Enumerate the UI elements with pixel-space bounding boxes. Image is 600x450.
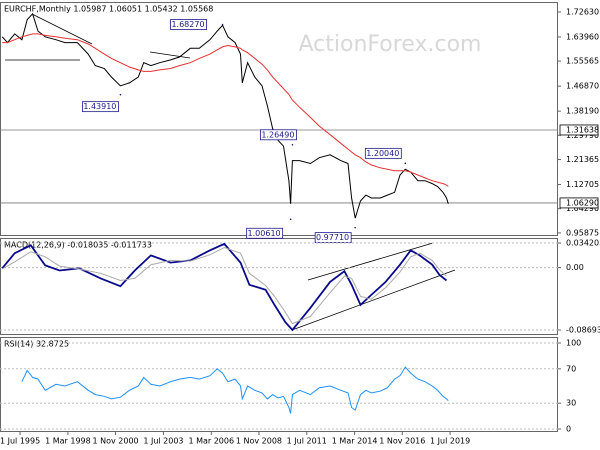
annotation-label: 1.26490 [261,130,294,139]
series-line [1,246,447,325]
y-tick-label: 1.21365 [566,155,599,164]
annotation-label: 1.43910 [83,102,116,111]
level-box [559,197,599,209]
y-tick-label: 100 [566,339,581,348]
annotation-point [119,93,122,96]
annotation-box [364,147,402,159]
annotation-box [260,129,297,141]
y-tick-label: 0.00 [566,263,584,272]
annotation-label: 1.20040 [366,149,399,158]
y-tick-label: 30 [566,399,576,408]
channel-line [307,242,434,281]
level-label: 1.06290 [566,198,599,207]
y-tick-label: 1.12705 [566,180,599,189]
y-tick-label: 1.55565 [566,57,599,66]
y-tick-label: 1.04290 [566,204,599,213]
y-tick-label: 1.46870 [566,82,599,91]
trend-line [31,13,93,45]
x-tick-label: 1 Jul 2019 [430,437,470,446]
level-label: 1.31638 [566,125,599,134]
x-tick-label: 1 Mar 2014 [332,437,378,446]
y-tick-label: 70 [566,364,576,373]
x-tick-label: 1 Nov 2000 [92,437,138,446]
panel-title: EURCHF,Monthly 1.05987 1.06051 1.05432 1… [4,5,213,14]
y-tick-label: 0.034203 [566,239,600,248]
annotation-box [82,101,119,113]
y-tick-label: 1.38190 [566,107,599,116]
annotation-label: 1.68270 [171,20,204,29]
y-tick-label: 1.72630 [566,7,599,16]
annotation-point [289,218,292,221]
y-tick-label: 0.95875 [566,228,599,237]
x-tick-label: 1 Jul 2011 [287,437,327,446]
annotation-point [221,23,224,26]
rsi-frame [0,337,558,432]
annotation-point [404,162,407,165]
x-tick-label: 1 Nov 2016 [379,437,425,446]
watermark: ActionForex.com [299,32,482,57]
y-tick-label: 0 [566,424,571,433]
annotation-box [170,19,207,30]
trend-line [149,51,191,59]
series-line [2,33,449,187]
series-line [21,366,449,414]
annotation-label: 1.00610 [248,229,281,238]
y-tick-label: 1.63960 [566,32,599,41]
x-tick-label: 1 Jul 1995 [0,437,40,446]
x-tick-label: 1 Nov 2008 [236,437,282,446]
annotation-point [291,143,294,146]
channel-line [291,269,456,331]
x-tick-label: 1 Mar 1998 [45,437,91,446]
level-box [559,124,599,136]
annotation-point [354,226,356,229]
annotation-box [246,227,284,239]
panel-title: RSI(14) 32.8725 [4,340,69,349]
y-tick-label: -0.086933 [566,325,600,334]
annotation-label: 0.97710 [316,233,349,242]
x-tick-label: 1 Mar 2006 [188,437,234,446]
series-line [1,242,448,332]
series-line [1,12,449,219]
x-tick-label: 1 Jul 2003 [143,437,183,446]
panel-title: MACD(12,26,9) -0.018035 -0.011733 [4,241,152,250]
